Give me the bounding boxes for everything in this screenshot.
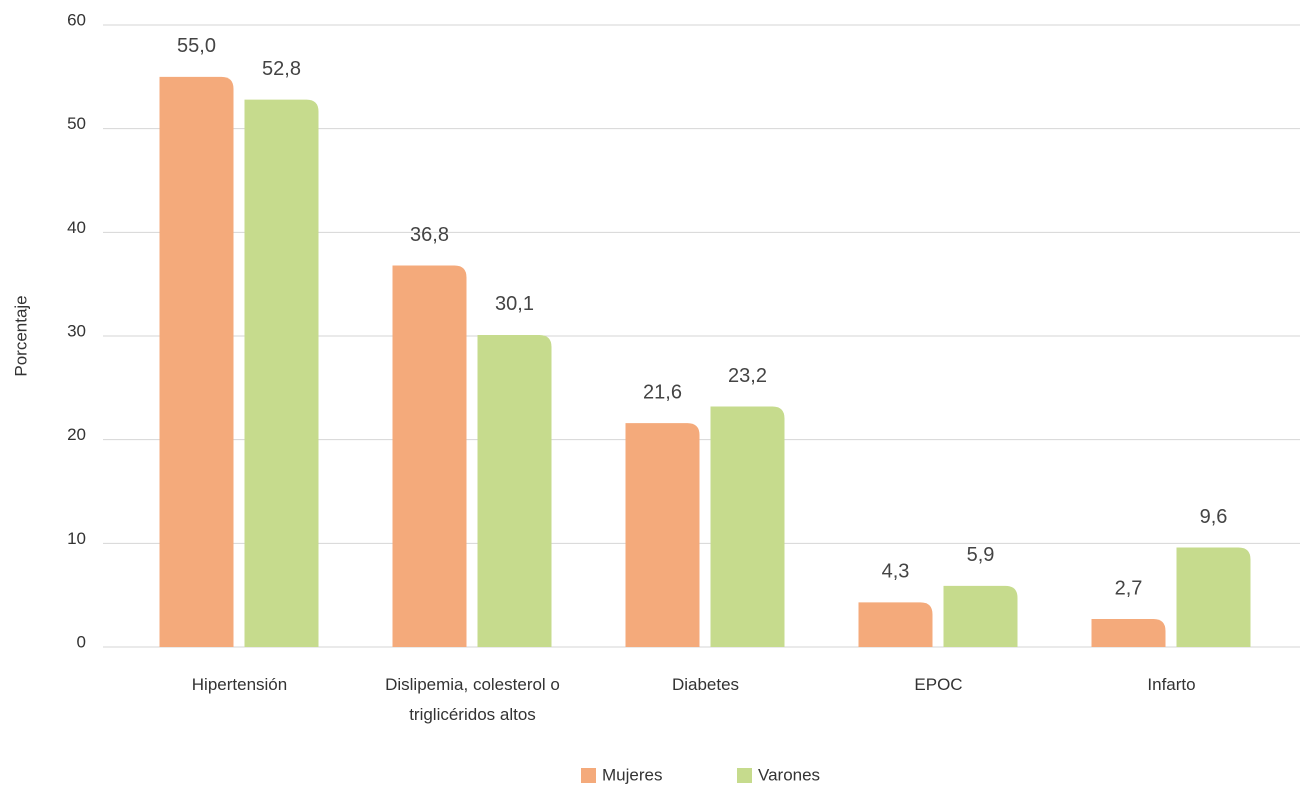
y-tick-label: 0 bbox=[77, 632, 86, 651]
y-tick-label: 60 bbox=[67, 10, 86, 29]
value-label: 21,6 bbox=[643, 381, 682, 403]
bar bbox=[477, 334, 552, 647]
bar bbox=[625, 423, 700, 647]
legend-label: Mujeres bbox=[602, 765, 662, 784]
bar bbox=[1176, 547, 1251, 647]
value-label: 30,1 bbox=[495, 293, 534, 315]
bar bbox=[710, 406, 785, 647]
value-label: 55,0 bbox=[177, 35, 216, 57]
value-label: 36,8 bbox=[410, 224, 449, 246]
value-label: 2,7 bbox=[1115, 577, 1143, 599]
value-label: 52,8 bbox=[262, 58, 301, 80]
y-tick-label: 50 bbox=[67, 114, 86, 133]
bar bbox=[1091, 619, 1166, 647]
y-tick-label: 20 bbox=[67, 425, 86, 444]
y-tick-label: 40 bbox=[67, 218, 86, 237]
y-tick-label: 30 bbox=[67, 321, 86, 340]
y-axis-label: Porcentaje bbox=[11, 295, 30, 376]
bar bbox=[159, 76, 234, 648]
x-tick-label: Hipertensión bbox=[191, 675, 288, 694]
value-label: 5,9 bbox=[967, 544, 995, 566]
x-tick-label: Infarto bbox=[1147, 675, 1196, 694]
y-tick-label: 10 bbox=[67, 529, 86, 548]
value-label: 23,2 bbox=[728, 365, 767, 387]
x-tick-label: Dislipemia, colesterol o triglicéridos a… bbox=[385, 675, 560, 724]
value-label: 4,3 bbox=[882, 561, 910, 583]
legend-label: Varones bbox=[758, 765, 820, 784]
value-label: 9,6 bbox=[1200, 506, 1228, 528]
legend-swatch bbox=[581, 768, 596, 783]
bar bbox=[858, 602, 933, 647]
x-tick-label: EPOC bbox=[914, 675, 963, 694]
x-tick-label: Diabetes bbox=[671, 675, 740, 694]
bar bbox=[943, 585, 1018, 647]
legend-swatch bbox=[737, 768, 752, 783]
bar bbox=[244, 99, 319, 647]
bar bbox=[392, 265, 467, 647]
